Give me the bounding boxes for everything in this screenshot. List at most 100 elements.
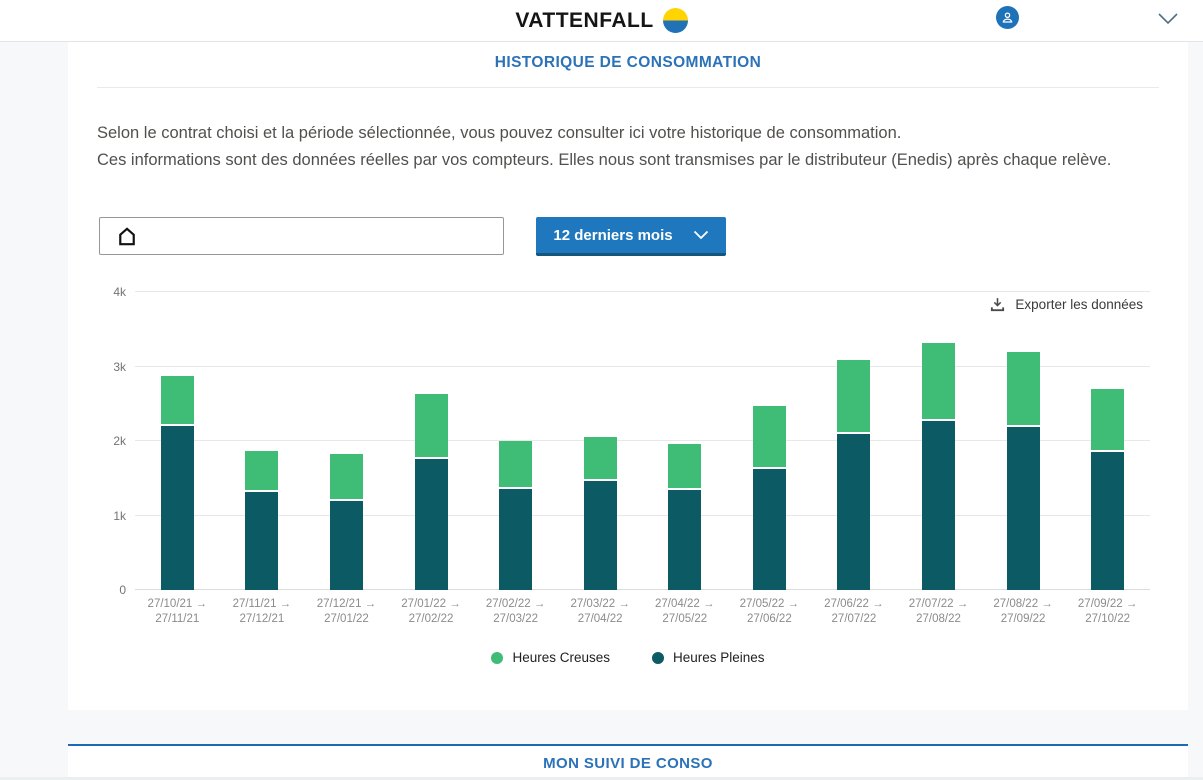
plot-area: 0 1k 2k 3k 4k: [113, 285, 1150, 597]
bar-segment-heures-pleines[interactable]: [245, 491, 279, 590]
bottom-strip: [0, 777, 1203, 780]
bar-segment-heures-creuses[interactable]: [837, 359, 871, 434]
bar-segment-heures-pleines[interactable]: [1006, 426, 1040, 590]
y-axis-tick: 2k: [113, 434, 126, 448]
stacked-bar[interactable]: [583, 437, 617, 590]
bar-slot: [896, 292, 981, 590]
grid-line: [135, 365, 1150, 367]
export-data-label: Exporter les données: [1015, 297, 1143, 312]
bar-segment-heures-creuses[interactable]: [583, 437, 617, 482]
x-axis-label: 27/09/22 → 27/10/22: [1077, 598, 1138, 625]
grid-line: [135, 589, 1150, 590]
bar-slot: [473, 292, 558, 590]
description-line-1: Selon le contrat choisi et la période sé…: [97, 124, 902, 142]
logo-text: VATTENFALL: [515, 8, 654, 32]
bar-segment-heures-pleines[interactable]: [160, 426, 194, 590]
bar-slot: [1065, 292, 1150, 590]
contract-address-select[interactable]: [99, 217, 504, 255]
description-line-2: Ces informations sont des données réelle…: [97, 151, 1112, 169]
bar-segment-heures-creuses[interactable]: [1006, 352, 1040, 427]
bar-slot: [558, 292, 643, 590]
bar-segment-heures-pleines[interactable]: [837, 433, 871, 590]
bar-slot: [642, 292, 727, 590]
x-axis-label: 27/05/22 → 27/06/22: [739, 598, 800, 625]
grid-line: [135, 291, 1150, 292]
x-axis-label: 27/04/22 → 27/05/22: [655, 598, 715, 625]
legend-item-heures-pleines[interactable]: Heures Pleines: [652, 650, 765, 665]
legend-swatch: [652, 651, 664, 664]
header: VATTENFALL: [0, 0, 1203, 42]
bar-segment-heures-creuses[interactable]: [1091, 388, 1125, 453]
bar-slot: [981, 292, 1066, 590]
period-select-button[interactable]: 12 derniers mois: [536, 217, 726, 256]
period-select-label: 12 derniers mois: [553, 226, 673, 244]
y-axis-tick: 0: [119, 583, 126, 597]
bars-row: [135, 292, 1150, 590]
user-account-button[interactable]: [996, 6, 1019, 29]
legend-item-heures-creuses[interactable]: Heures Creuses: [491, 650, 610, 665]
x-axis-label: 27/03/22 → 27/04/22: [570, 598, 630, 625]
bar-segment-heures-creuses[interactable]: [752, 406, 786, 470]
legend-label: Heures Pleines: [673, 650, 765, 665]
bar-segment-heures-creuses[interactable]: [499, 441, 533, 490]
bar-segment-heures-creuses[interactable]: [921, 342, 955, 421]
bar-segment-heures-pleines[interactable]: [499, 489, 533, 590]
stacked-bar[interactable]: [245, 451, 279, 590]
bar-slot: [135, 292, 220, 590]
vattenfall-logo[interactable]: VATTENFALL: [515, 8, 688, 33]
bar-segment-heures-creuses[interactable]: [245, 451, 279, 492]
bar-segment-heures-pleines[interactable]: [668, 490, 702, 590]
export-data-button[interactable]: Exporter les données: [989, 296, 1143, 313]
bar-segment-heures-creuses[interactable]: [668, 443, 702, 491]
stacked-bar[interactable]: [668, 443, 702, 590]
stacked-bar[interactable]: [160, 376, 194, 590]
description: Selon le contrat choisi et la période sé…: [97, 120, 1122, 174]
legend-label: Heures Creuses: [512, 650, 610, 665]
stacked-bar[interactable]: [1006, 352, 1040, 590]
stacked-bar[interactable]: [329, 454, 363, 590]
bar-segment-heures-creuses[interactable]: [160, 376, 194, 427]
bar-slot: [389, 292, 474, 590]
house-icon: [119, 227, 135, 246]
bar-segment-heures-pleines[interactable]: [1091, 452, 1125, 590]
x-axis-label: 27/11/21 → 27/12/21: [232, 598, 292, 625]
bar-slot: [220, 292, 305, 590]
grid-line: [135, 440, 1150, 441]
x-axis-label: 27/01/22 → 27/02/22: [401, 598, 461, 625]
stacked-bar[interactable]: [921, 342, 955, 590]
next-section-card: MON SUIVI DE CONSO: [68, 744, 1188, 777]
bar-segment-heures-pleines[interactable]: [921, 420, 955, 590]
bar-segment-heures-pleines[interactable]: [752, 469, 786, 590]
bar-slot: [812, 292, 897, 590]
stacked-bar[interactable]: [499, 441, 533, 590]
bar-slot: [304, 292, 389, 590]
y-axis-tick: 4k: [113, 285, 126, 299]
x-axis-labels: 27/10/21 → 27/11/21 27/11/21 → 27/12/21 27/1…: [135, 597, 1150, 627]
y-axis-tick: 1k: [113, 508, 126, 523]
download-icon: [991, 298, 1005, 312]
consumption-chart: Exporter les données 0 1k 2k 3k 4k 27/10/21 …: [68, 285, 1188, 665]
title-divider: [97, 87, 1159, 88]
chevron-down-icon: [693, 230, 708, 240]
header-chevron-down-icon[interactable]: [1157, 12, 1179, 25]
chart-controls: 12 derniers mois: [99, 217, 726, 256]
x-axis-label: 27/06/22 → 27/07/22: [824, 598, 884, 625]
bar-segment-heures-pleines[interactable]: [583, 481, 617, 590]
vattenfall-circle-icon: [662, 8, 688, 33]
bar-slot: [727, 292, 812, 590]
x-axis-label: 27/02/22 → 27/03/22: [485, 598, 546, 625]
user-icon: [1002, 12, 1013, 23]
bar-segment-heures-pleines[interactable]: [414, 458, 448, 590]
legend-swatch: [491, 651, 504, 664]
stacked-bar[interactable]: [1091, 388, 1125, 590]
bar-segment-heures-pleines[interactable]: [329, 501, 363, 590]
y-axis-tick: 3k: [113, 359, 126, 374]
stacked-bar[interactable]: [837, 359, 871, 590]
x-axis-label: 27/08/22 → 27/09/22: [993, 598, 1053, 625]
bar-segment-heures-creuses[interactable]: [414, 394, 448, 459]
x-axis-label: 27/12/21 → 27/01/22: [316, 598, 377, 625]
stacked-bar[interactable]: [414, 394, 448, 590]
chart-legend: Heures Creuses Heures Pleines: [68, 650, 1188, 665]
bar-segment-heures-creuses[interactable]: [329, 454, 363, 502]
stacked-bar[interactable]: [752, 406, 786, 590]
